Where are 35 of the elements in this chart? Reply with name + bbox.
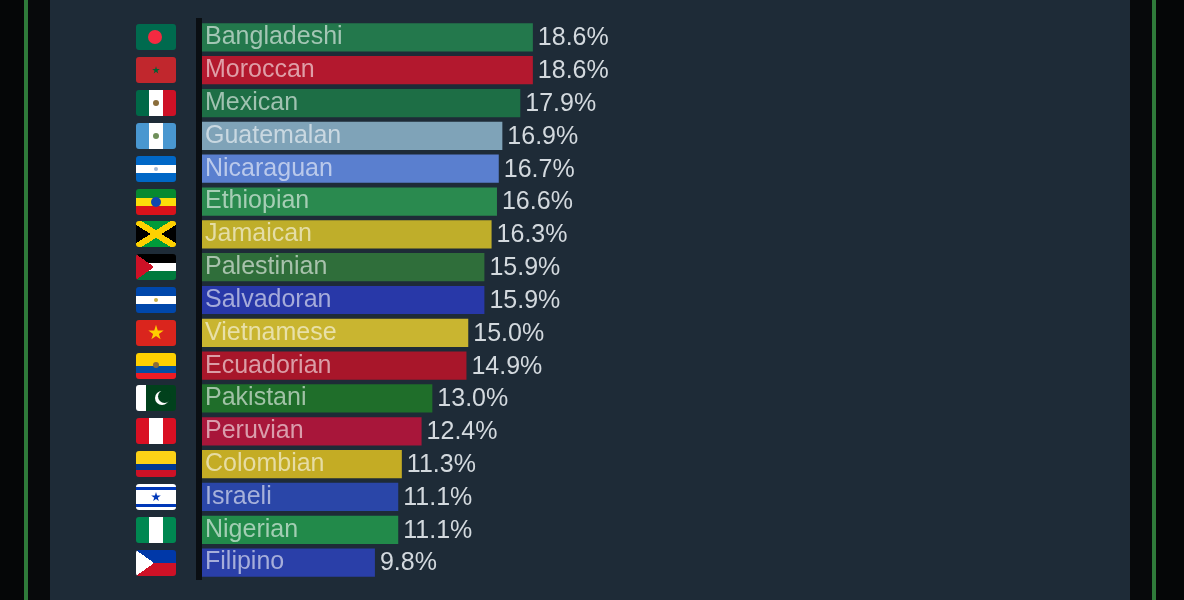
y-tick-label: Nigerian <box>205 513 299 542</box>
y-tick-label: Pakistani <box>205 382 307 411</box>
data-label: 13.0% <box>437 383 509 412</box>
data-label: 16.3% <box>496 219 568 248</box>
data-label: 11.1% <box>403 481 473 510</box>
y-tick-label: Palestinian <box>205 251 328 280</box>
data-label: 15.9% <box>489 284 561 313</box>
data-label: 15.0% <box>473 317 545 346</box>
data-label: 17.9% <box>525 87 597 116</box>
y-tick-label: Colombian <box>205 448 325 477</box>
y-tick-label: Israeli <box>205 480 272 509</box>
data-label: 16.9% <box>507 120 579 149</box>
data-label: 12.4% <box>426 416 498 445</box>
data-label: 16.6% <box>501 186 573 215</box>
data-label: 9.8% <box>379 547 437 576</box>
y-tick-label: Jamaican <box>205 218 312 247</box>
data-label: 14.9% <box>471 350 543 379</box>
data-label: 11.1% <box>403 514 473 543</box>
y-tick-label: Nicaraguan <box>205 152 333 181</box>
y-tick-label: Moroccan <box>205 54 315 83</box>
y-tick-label: Ecuadorian <box>205 349 332 378</box>
y-tick-label: Peruvian <box>205 415 304 444</box>
data-label: 18.6% <box>537 55 609 84</box>
y-tick-label: Ethiopian <box>205 185 310 214</box>
y-tick-label: Filipino <box>205 546 285 575</box>
y-tick-label: Bangladeshi <box>205 21 343 50</box>
data-label: 11.3% <box>406 449 476 478</box>
bar <box>199 187 497 216</box>
y-tick-label: Guatemalan <box>205 119 342 148</box>
y-tick-label: Salvadoran <box>205 283 332 312</box>
data-label: 15.9% <box>489 252 561 281</box>
data-label: 16.7% <box>503 153 575 182</box>
y-tick-label: Mexican <box>205 86 299 115</box>
data-label: 18.6% <box>537 22 609 51</box>
y-tick-label: Vietnamese <box>205 316 337 345</box>
